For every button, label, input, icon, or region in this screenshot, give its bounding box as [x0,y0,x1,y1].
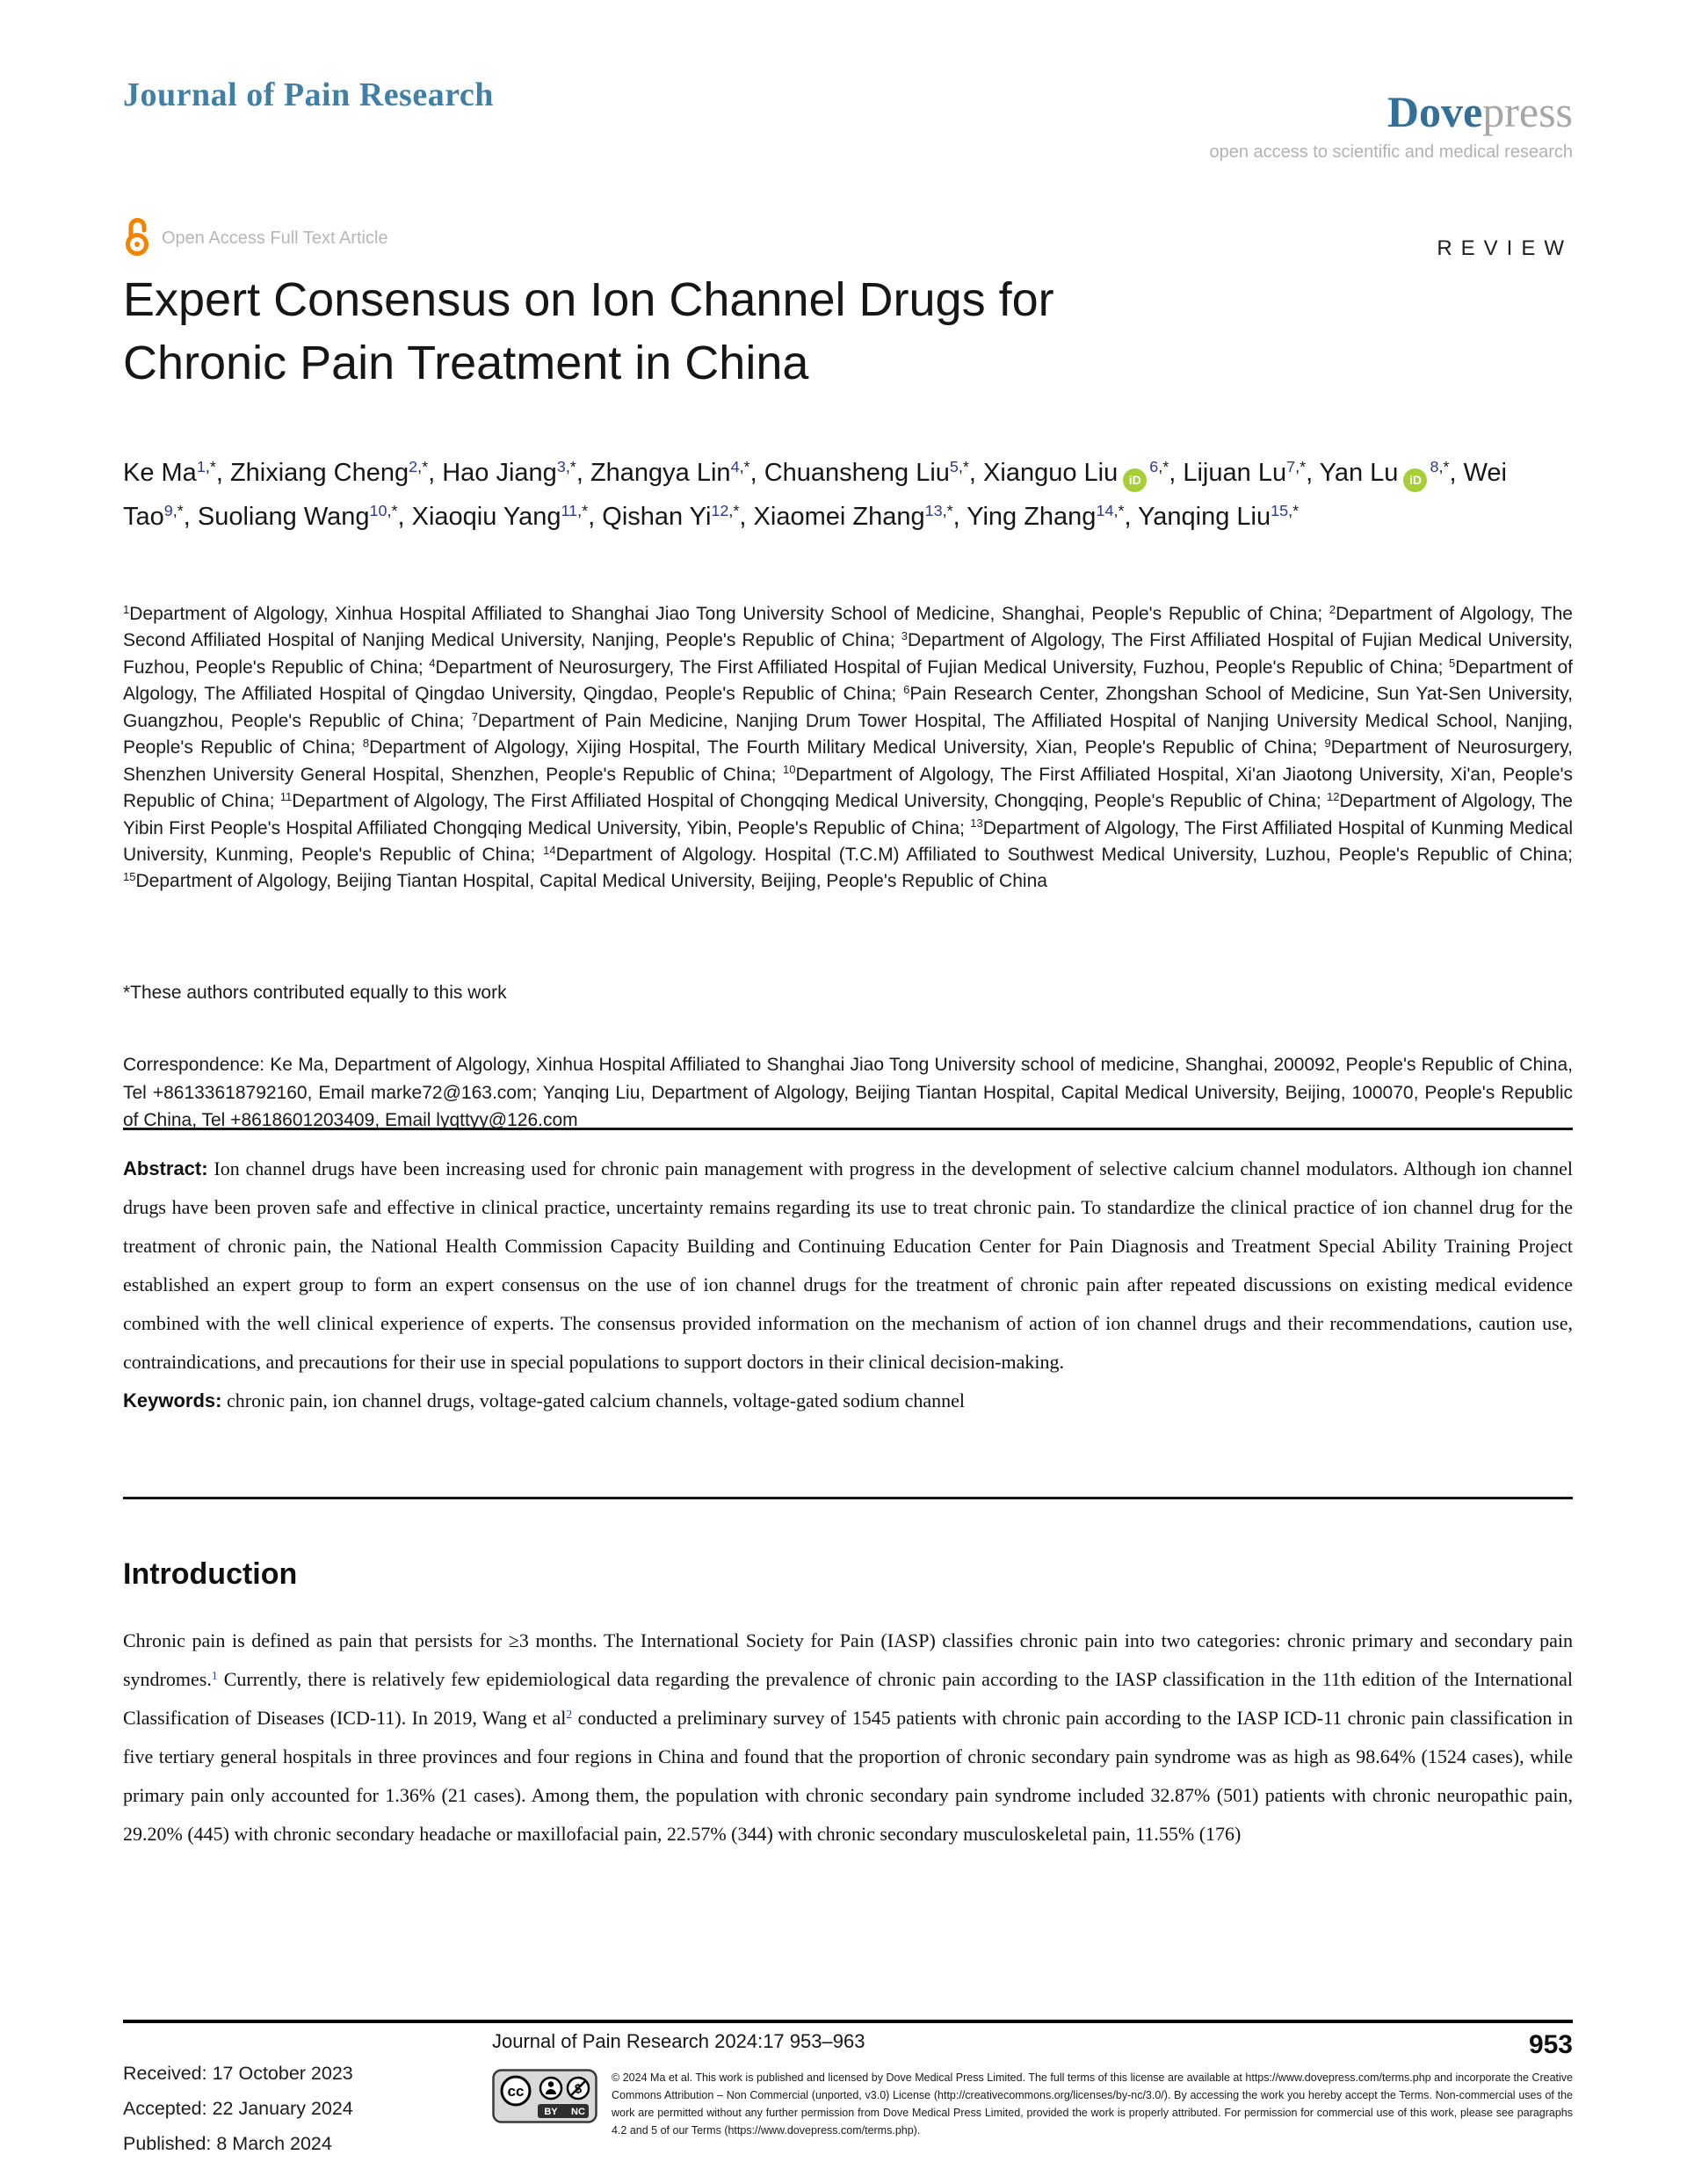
cc-by-label: BY [544,2107,558,2117]
open-access-lock-icon [123,216,151,261]
author: Yan Lu iD8,*, [1320,459,1464,492]
abstract-text: Ion channel drugs have been increasing u… [123,1157,1573,1373]
author: Ying Zhang14,*, [967,502,1139,531]
divider-below-keywords [123,1497,1573,1499]
dovepress-logo: Dovepress open access to scientific and … [1209,90,1573,163]
open-access-label: Open Access Full Text Article [162,229,388,248]
journal-name: Journal of Pain Research [123,76,494,113]
keywords-paragraph: Keywords: chronic pain, ion channel drug… [123,1382,1573,1420]
svg-text:cc: cc [508,2083,525,2100]
author: Qishan Yi12,*, [602,502,754,531]
abstract-block: Abstract: Ion channel drugs have been in… [123,1150,1573,1420]
journal-citation-row: Journal of Pain Research 2024:17 953–963… [492,2023,1573,2060]
keywords-label: Keywords: [123,1389,222,1411]
correspondence: Correspondence: Ke Ma, Department of Alg… [123,1055,1573,1130]
cc-nc-label: NC [571,2107,585,2117]
article-title: Expert Consensus on Ion Channel Drugs fo… [123,273,1054,389]
author: Xiaomei Zhang13,*, [753,502,967,531]
publisher-name: Dovepress [1209,90,1573,134]
author: Hao Jiang3,*, [442,458,590,487]
footer-rule [123,2020,1573,2023]
orcid-icon: iD [1403,468,1428,492]
publisher-name-press: press [1482,87,1573,136]
open-access-left: Open Access Full Text Article [123,216,388,261]
author: Chuansheng Liu5,*, [764,458,984,487]
author: Lijuan Lu7,*, [1183,458,1320,487]
author: Ke Ma1,*, [123,458,230,487]
publisher-name-dove: Dove [1387,87,1483,136]
introduction-paragraph: Chronic pain is defined as pain that per… [123,1629,1573,1845]
received-date: Received: 17 October 2023 [123,2063,353,2084]
author-list: Ke Ma1,*, Zhixiang Cheng2,*, Hao Jiang3,… [123,452,1573,540]
accepted-date: Accepted: 22 January 2024 [123,2097,353,2119]
page-footer: Received: 17 October 2023 Accepted: 22 J… [123,2020,1573,2161]
footer-body: Received: 17 October 2023 Accepted: 22 J… [123,2023,1573,2161]
introduction-heading: Introduction [123,1557,298,1591]
license-row: cc $ BY NC © 2024 Ma et al. This w [492,2069,1573,2139]
open-access-row: Open Access Full Text Article REVIEW [123,216,1573,261]
journal-citation: Journal of Pain Research 2024:17 953–963 [492,2030,865,2052]
affiliations: 1Department of Algology, Xinhua Hospital… [123,602,1574,892]
license-text: © 2024 Ma et al. This work is published … [612,2072,1573,2137]
abstract-label: Abstract: [123,1157,208,1179]
cc-by-nc-badge-icon: cc $ BY NC [492,2069,597,2139]
equal-contribution-note: *These authors contributed equally to th… [123,983,507,1003]
article-dates: Received: 17 October 2023 Accepted: 22 J… [123,2023,492,2161]
orcid-icon: iD [1123,468,1148,492]
author: Zhixiang Cheng2,*, [229,458,443,487]
footer-main: Journal of Pain Research 2024:17 953–963… [492,2023,1573,2161]
abstract-paragraph: Abstract: Ion channel drugs have been in… [123,1150,1573,1382]
article-type-label: REVIEW [1437,236,1573,260]
author: Zhangya Lin4,*, [590,458,764,487]
divider-above-abstract [123,1128,1573,1130]
publisher-tagline: open access to scientific and medical re… [1209,142,1573,162]
keywords-text: chronic pain, ion channel drugs, voltage… [221,1389,965,1411]
published-date: Published: 8 March 2024 [123,2132,332,2154]
author: Wei Tao9,*, [123,459,1507,531]
page-number: 953 [1528,2030,1573,2059]
author: Yanqing Liu15,* [1138,502,1300,531]
author: Xiaoqiu Yang11,*, [411,502,603,531]
author: Xianguo Liu iD6,*, [983,459,1183,492]
author: Suoliang Wang10,*, [197,502,412,531]
page-header: Journal of Pain Research Dovepress open … [123,76,1573,163]
